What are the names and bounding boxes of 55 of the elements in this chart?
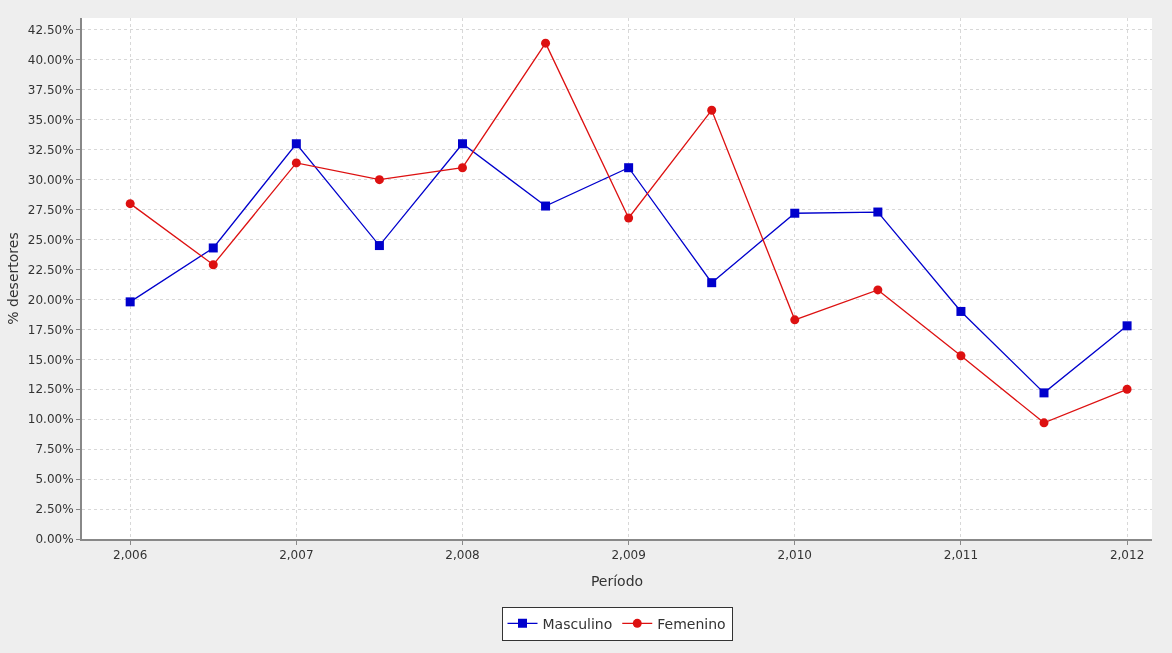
point: [541, 201, 551, 211]
x-axis-title: Período: [590, 573, 644, 590]
y-axis-title: % desertores: [4, 232, 21, 325]
point: [1122, 384, 1132, 394]
point: [624, 163, 634, 173]
x-tick-label: 2,011: [943, 548, 979, 563]
point: [457, 163, 467, 173]
point: [624, 213, 634, 223]
y-tick-label: 40.00%: [27, 53, 74, 68]
point: [291, 139, 301, 149]
y-tick-label: 37.50%: [27, 83, 74, 98]
y-tick-label: 25.00%: [27, 232, 74, 247]
point: [956, 306, 966, 316]
y-tick-label: 30.00%: [27, 172, 74, 187]
point: [125, 297, 135, 307]
point: [291, 158, 301, 168]
y-tick-label: 10.00%: [27, 412, 74, 427]
point: [1122, 321, 1132, 331]
legend-label: Masculino: [542, 615, 613, 632]
point: [707, 278, 717, 288]
point: [374, 175, 384, 185]
point: [208, 243, 218, 253]
point: [374, 241, 384, 251]
point: [1039, 418, 1049, 428]
point: [457, 139, 467, 149]
legend-label: Femenino: [657, 615, 726, 632]
point: [125, 199, 135, 209]
y-tick-label: 5.00%: [35, 472, 74, 487]
point: [208, 260, 218, 270]
point: [873, 285, 883, 295]
y-tick-label: 7.50%: [35, 442, 74, 457]
y-tick-label: 2.50%: [35, 502, 74, 517]
y-tick-label: 32.50%: [27, 142, 74, 157]
point: [541, 38, 551, 48]
y-tick-label: 27.50%: [27, 202, 74, 217]
point: [873, 207, 883, 217]
y-tick-label: 15.00%: [27, 352, 74, 367]
x-tick-label: 2,012: [1109, 548, 1145, 563]
y-tick-label: 22.50%: [27, 262, 74, 277]
x-tick-label: 2,008: [445, 548, 480, 563]
point: [790, 208, 800, 218]
x-tick-label: 2,007: [279, 548, 314, 563]
y-tick-label: 35.00%: [27, 113, 74, 127]
y-tick-label: 20.00%: [27, 292, 74, 307]
point: [956, 351, 966, 361]
y-tick-label: 17.50%: [27, 322, 74, 337]
point: [707, 105, 717, 115]
x-tick-label: 2,006: [113, 548, 148, 563]
x-tick-label: 2,010: [777, 548, 812, 563]
x-tick-label: 2,009: [611, 548, 646, 563]
point: [1039, 388, 1049, 398]
y-tick-label: 42.50%: [27, 23, 74, 38]
y-tick-label: 12.50%: [27, 382, 74, 397]
point: [790, 315, 800, 325]
y-tick-label: 0.00%: [35, 532, 74, 547]
